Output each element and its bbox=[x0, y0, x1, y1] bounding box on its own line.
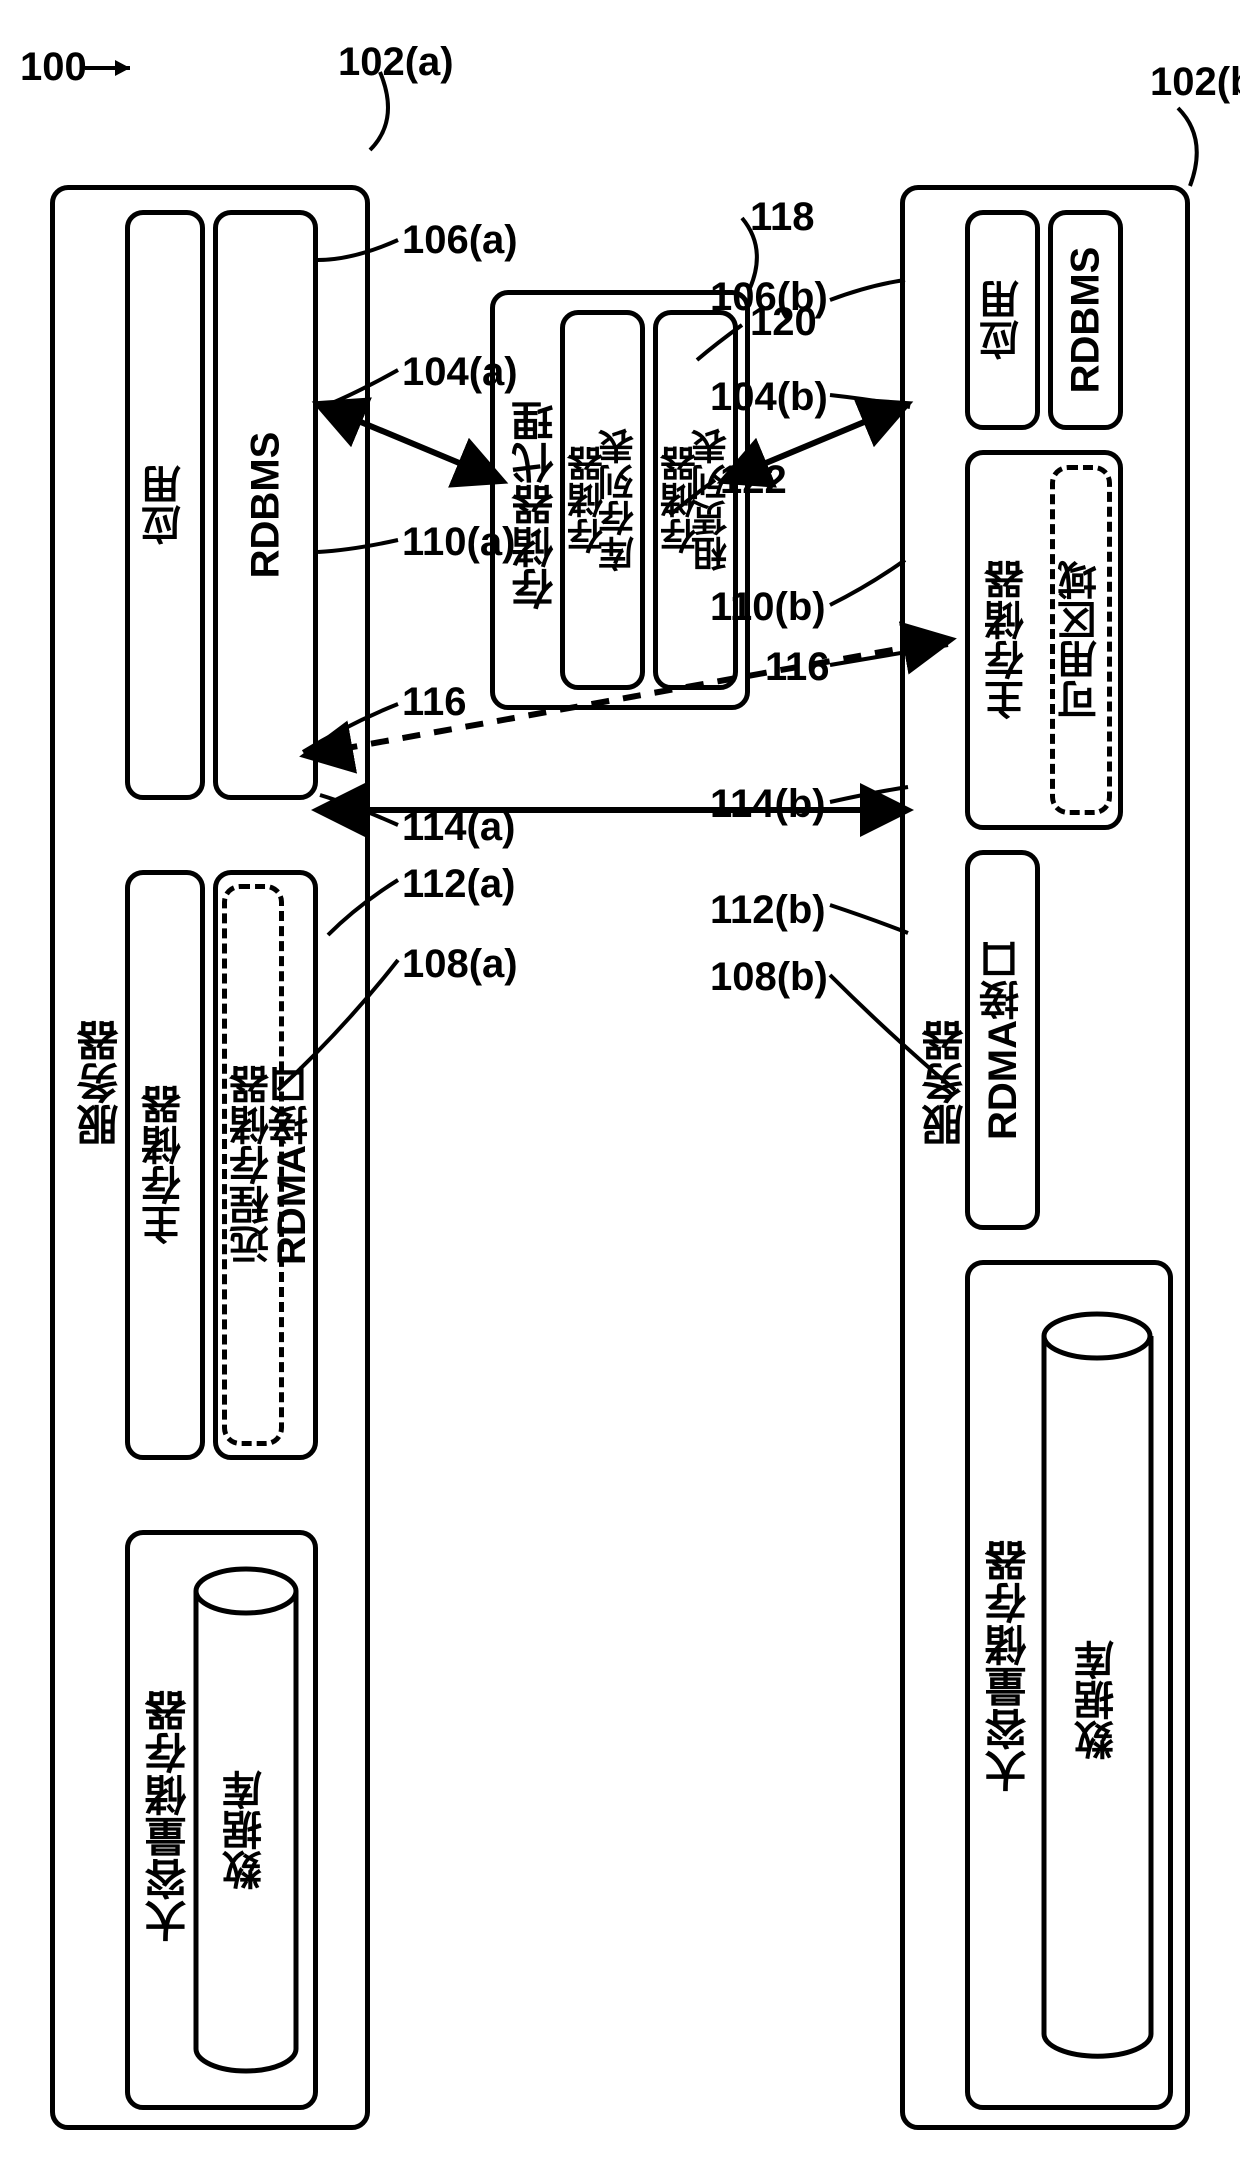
ref-114a: 114(a) bbox=[402, 805, 515, 850]
ref-112a: 112(a) bbox=[402, 862, 515, 907]
ref-122: 122 bbox=[720, 458, 787, 503]
ref-114b: 114(b) bbox=[710, 782, 826, 827]
server-b-avail: 可用区域 bbox=[1050, 465, 1112, 815]
diagram: avail region (b) --> 100 服务器 应用 RDBMS 主存… bbox=[0, 0, 1240, 2181]
ref-116b: 116 bbox=[765, 645, 830, 690]
server-b-rdma: RDMA接口 bbox=[965, 850, 1040, 1230]
server-b-db: 数据库 bbox=[1040, 1310, 1155, 2060]
ref-118: 118 bbox=[750, 195, 815, 240]
ref-108a: 108(a) bbox=[402, 942, 518, 987]
broker-title: 存储器代理 bbox=[505, 400, 566, 610]
ref-106b2: 106(b) bbox=[710, 275, 828, 320]
server-a-mass-label: 大容量储存器 bbox=[138, 1690, 199, 1942]
ref-102a: 102(a) bbox=[338, 40, 454, 85]
ref-110b: 110(b) bbox=[710, 585, 826, 630]
broker-inventory: 存储器 库存列表 bbox=[560, 310, 645, 690]
server-b-rdbms: RDBMS bbox=[1048, 210, 1123, 430]
ref-104b: 104(b) bbox=[710, 375, 828, 420]
ref-116a: 116 bbox=[402, 680, 467, 725]
ref-106a: 106(a) bbox=[402, 218, 518, 263]
ref-102b: 102(b) bbox=[1150, 60, 1240, 105]
ref-112b: 112(b) bbox=[710, 888, 826, 933]
server-b-app: 应用 bbox=[965, 210, 1040, 430]
server-a-remote-mem: 远程存储器 bbox=[222, 884, 284, 1446]
server-a-db: 数据库 bbox=[192, 1565, 300, 2075]
figure-ref: 100 bbox=[20, 45, 87, 90]
server-a-mainmem: 主存储器 bbox=[125, 870, 205, 1460]
ref-108b: 108(b) bbox=[710, 955, 828, 1000]
server-a-app: 应用 bbox=[125, 210, 205, 800]
server-b-mass-label: 大容量储存器 bbox=[978, 1540, 1039, 1792]
server-a-rdbms: RDBMS bbox=[213, 210, 318, 800]
server-a-title: 服务器 bbox=[70, 1020, 131, 1146]
